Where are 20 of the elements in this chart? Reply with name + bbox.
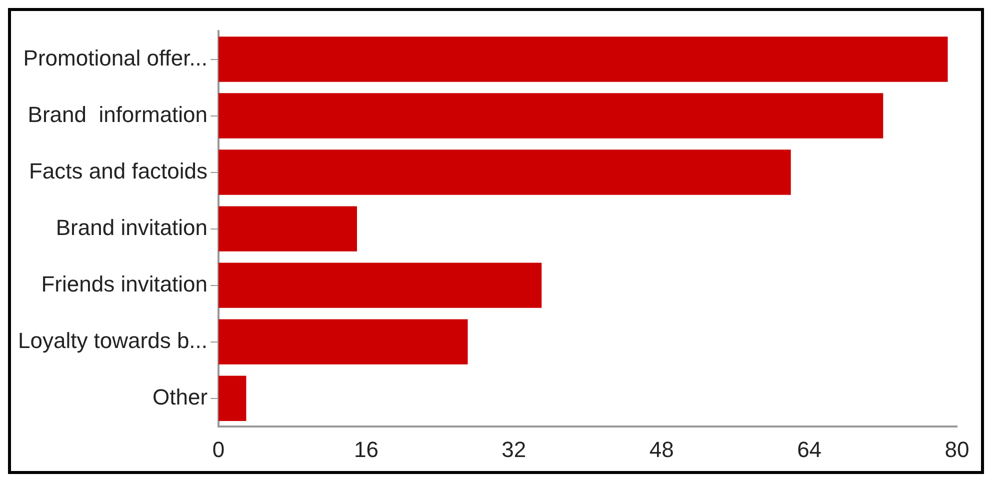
- bar: [218, 262, 542, 308]
- y-tick-label: Brand invitation: [56, 214, 208, 240]
- y-tick-label: Facts and factoids: [28, 158, 208, 184]
- x-tick-label: 0: [212, 436, 225, 462]
- bar: [218, 319, 468, 364]
- y-tick-label: Loyalty towards b...: [18, 328, 208, 353]
- x-tick-label: 48: [649, 436, 674, 462]
- bar: [218, 93, 884, 138]
- bar: [218, 150, 791, 195]
- bar: [218, 376, 246, 421]
- bar: [218, 206, 357, 252]
- bar: [218, 36, 948, 82]
- x-tick-label: 32: [502, 436, 526, 462]
- y-tick-label: Promotional offer...: [23, 45, 208, 70]
- y-tick-label: Brand information: [28, 102, 208, 127]
- y-tick-label: Other: [152, 384, 208, 410]
- x-tick-label: 64: [797, 436, 822, 462]
- y-tick-label: Friends invitation: [41, 271, 208, 296]
- x-tick-label: 16: [354, 436, 378, 462]
- x-tick-label: 80: [944, 436, 970, 462]
